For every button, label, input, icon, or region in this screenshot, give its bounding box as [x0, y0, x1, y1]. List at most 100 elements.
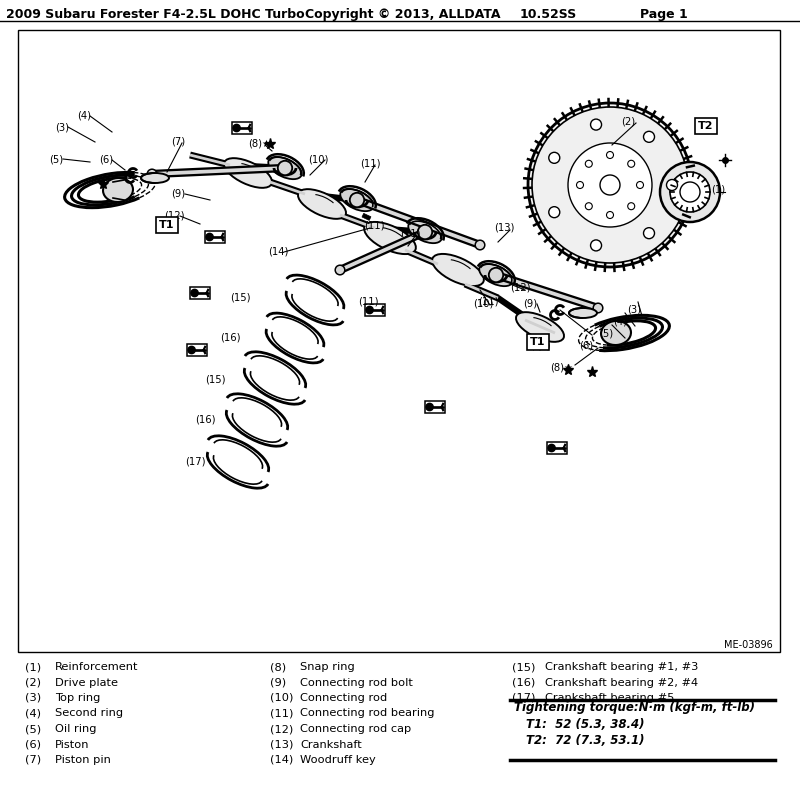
Text: (15): (15) [512, 662, 535, 672]
Text: (7): (7) [25, 755, 41, 765]
Circle shape [206, 234, 214, 241]
Text: Connecting rod cap: Connecting rod cap [300, 724, 411, 734]
Circle shape [532, 107, 688, 263]
Circle shape [660, 162, 720, 222]
Text: (2): (2) [621, 117, 635, 127]
Text: (11): (11) [400, 228, 420, 238]
Ellipse shape [408, 221, 442, 243]
Text: (8)★: (8)★ [249, 138, 271, 148]
Text: (5): (5) [49, 154, 63, 164]
Circle shape [577, 182, 583, 189]
Text: ME-03896: ME-03896 [724, 640, 773, 650]
Circle shape [637, 182, 643, 189]
Text: (9): (9) [171, 188, 185, 198]
Text: T2:  72 (7.3, 53.1): T2: 72 (7.3, 53.1) [526, 734, 645, 747]
Ellipse shape [601, 321, 631, 345]
Text: Piston: Piston [55, 739, 90, 750]
Bar [547, 442, 566, 454]
Text: T2: T2 [698, 121, 714, 131]
Text: (4): (4) [77, 110, 91, 120]
Circle shape [528, 103, 692, 267]
Circle shape [418, 225, 432, 239]
Text: Connecting rod: Connecting rod [300, 693, 387, 703]
Text: Tightening torque:N·m (kgf-m, ft-lb): Tightening torque:N·m (kgf-m, ft-lb) [514, 701, 755, 714]
Circle shape [147, 170, 157, 178]
Circle shape [426, 403, 434, 410]
Text: (9): (9) [523, 298, 537, 308]
Bar [206, 231, 225, 242]
Text: (13): (13) [270, 739, 294, 750]
Text: 2009 Subaru Forester F4-2.5L DOHC Turbo: 2009 Subaru Forester F4-2.5L DOHC Turbo [6, 8, 305, 21]
Bar [18, 30, 780, 652]
Text: (14): (14) [270, 755, 294, 765]
Ellipse shape [516, 312, 564, 342]
Text: (2): (2) [25, 678, 41, 687]
Bar [366, 304, 385, 316]
Text: Oil ring: Oil ring [55, 724, 97, 734]
Text: (1): (1) [711, 185, 725, 195]
Text: (11): (11) [358, 297, 378, 307]
Ellipse shape [364, 222, 416, 254]
Circle shape [594, 303, 603, 313]
Text: (11): (11) [530, 340, 550, 350]
Ellipse shape [340, 189, 374, 211]
Circle shape [568, 143, 652, 227]
Text: (15): (15) [230, 292, 250, 302]
Ellipse shape [224, 158, 272, 188]
Ellipse shape [432, 254, 484, 286]
Ellipse shape [479, 264, 513, 286]
Text: (7): (7) [171, 137, 185, 147]
Text: Top ring: Top ring [55, 693, 100, 703]
Circle shape [233, 124, 240, 132]
Text: (16): (16) [220, 333, 240, 343]
Text: Woodruff key: Woodruff key [300, 755, 376, 765]
Text: Crankshaft bearing #1, #3: Crankshaft bearing #1, #3 [545, 662, 698, 672]
Text: Crankshaft bearing #5: Crankshaft bearing #5 [545, 693, 674, 703]
Text: Page 1: Page 1 [640, 8, 688, 21]
Ellipse shape [103, 178, 133, 202]
Text: (12): (12) [164, 210, 184, 220]
Text: (12): (12) [270, 724, 294, 734]
Text: Reinforcement: Reinforcement [55, 662, 138, 672]
Text: (1): (1) [25, 662, 41, 672]
Text: (11): (11) [270, 709, 294, 718]
Text: Second ring: Second ring [55, 709, 123, 718]
Circle shape [191, 290, 198, 297]
Ellipse shape [268, 157, 302, 179]
Text: Piston pin: Piston pin [55, 755, 111, 765]
Circle shape [475, 240, 485, 250]
Circle shape [606, 211, 614, 218]
Text: (15): (15) [205, 375, 226, 385]
Circle shape [600, 175, 620, 195]
Circle shape [670, 172, 710, 212]
Circle shape [628, 160, 634, 167]
Circle shape [666, 179, 678, 190]
Text: (11): (11) [364, 220, 384, 230]
Circle shape [366, 306, 374, 314]
Circle shape [549, 206, 560, 218]
Circle shape [680, 182, 700, 202]
Text: Connecting rod bearing: Connecting rod bearing [300, 709, 434, 718]
Text: (11): (11) [360, 158, 380, 168]
Text: (8)★: (8)★ [550, 363, 574, 373]
Text: Drive plate: Drive plate [55, 678, 118, 687]
Bar [190, 287, 210, 298]
Circle shape [278, 161, 292, 175]
Text: (6): (6) [25, 739, 41, 750]
Text: T1:  52 (5.3, 38.4): T1: 52 (5.3, 38.4) [526, 718, 645, 731]
Text: (6): (6) [579, 340, 593, 350]
Text: (17): (17) [185, 457, 206, 467]
Text: (10): (10) [473, 298, 493, 308]
Circle shape [643, 131, 654, 142]
Text: T1: T1 [530, 337, 546, 347]
Text: Connecting rod bolt: Connecting rod bolt [300, 678, 413, 687]
Bar [362, 214, 371, 220]
Text: (3): (3) [55, 122, 69, 132]
Circle shape [590, 240, 602, 251]
Circle shape [548, 444, 555, 452]
Bar [426, 402, 445, 413]
Bar [232, 122, 252, 134]
Text: 10.52SS: 10.52SS [520, 8, 578, 21]
Text: (16): (16) [512, 678, 535, 687]
Circle shape [606, 151, 614, 158]
